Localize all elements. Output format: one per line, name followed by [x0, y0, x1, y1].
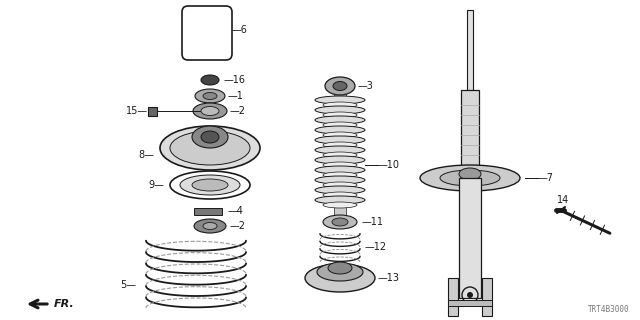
Text: —16: —16	[224, 75, 246, 85]
Ellipse shape	[193, 103, 227, 119]
Ellipse shape	[323, 215, 357, 229]
Text: —1: —1	[228, 91, 244, 101]
Ellipse shape	[323, 142, 357, 148]
Text: 8—: 8—	[138, 150, 154, 160]
Ellipse shape	[323, 192, 357, 198]
Text: —13: —13	[378, 273, 400, 283]
Ellipse shape	[315, 136, 365, 144]
Text: —4: —4	[228, 206, 244, 216]
Bar	[334, 90, 346, 220]
Ellipse shape	[305, 264, 375, 292]
Ellipse shape	[170, 131, 250, 165]
Ellipse shape	[180, 175, 240, 195]
Ellipse shape	[323, 202, 357, 208]
Bar	[461, 90, 479, 175]
Ellipse shape	[203, 222, 217, 229]
Ellipse shape	[195, 89, 225, 103]
Text: 5—: 5—	[120, 280, 136, 290]
Ellipse shape	[440, 170, 500, 186]
Ellipse shape	[323, 122, 357, 128]
Ellipse shape	[315, 106, 365, 114]
Ellipse shape	[323, 152, 357, 158]
Ellipse shape	[194, 219, 226, 233]
Ellipse shape	[325, 77, 355, 95]
Ellipse shape	[315, 116, 365, 124]
Text: —2: —2	[230, 106, 246, 116]
Ellipse shape	[315, 126, 365, 134]
Text: —11: —11	[362, 217, 384, 227]
Text: —2: —2	[230, 221, 246, 231]
Ellipse shape	[323, 162, 357, 168]
Ellipse shape	[203, 92, 217, 100]
Text: 14: 14	[557, 195, 569, 205]
Bar	[482, 278, 492, 316]
Ellipse shape	[160, 126, 260, 170]
Ellipse shape	[323, 172, 357, 178]
Ellipse shape	[315, 96, 365, 104]
Ellipse shape	[201, 75, 219, 85]
Ellipse shape	[315, 156, 365, 164]
Text: —7: —7	[538, 173, 554, 183]
Bar	[448, 300, 492, 306]
Text: FR.: FR.	[54, 299, 75, 309]
Ellipse shape	[315, 176, 365, 184]
Text: —3: —3	[358, 81, 374, 91]
Text: —12: —12	[365, 242, 387, 252]
Text: 15—: 15—	[126, 106, 148, 116]
Ellipse shape	[315, 196, 365, 204]
Ellipse shape	[328, 262, 352, 274]
Bar	[467, 10, 473, 90]
Ellipse shape	[323, 132, 357, 138]
Text: —10: —10	[378, 160, 400, 170]
Ellipse shape	[323, 182, 357, 188]
Ellipse shape	[323, 102, 357, 108]
Ellipse shape	[315, 186, 365, 194]
Ellipse shape	[201, 131, 219, 143]
Ellipse shape	[315, 166, 365, 174]
Ellipse shape	[420, 165, 520, 191]
Bar	[194, 208, 222, 215]
Ellipse shape	[192, 179, 228, 191]
Bar	[148, 107, 157, 116]
Text: TRT4B3000: TRT4B3000	[588, 305, 630, 314]
Ellipse shape	[192, 126, 228, 148]
Ellipse shape	[332, 218, 348, 226]
Text: 9—: 9—	[148, 180, 164, 190]
Circle shape	[467, 292, 473, 298]
Text: —6: —6	[232, 25, 248, 35]
Ellipse shape	[333, 82, 347, 91]
Bar	[459, 178, 481, 298]
Ellipse shape	[315, 146, 365, 154]
Ellipse shape	[317, 263, 363, 281]
Ellipse shape	[201, 107, 219, 116]
Ellipse shape	[323, 112, 357, 118]
Ellipse shape	[459, 168, 481, 180]
Bar	[448, 278, 458, 316]
